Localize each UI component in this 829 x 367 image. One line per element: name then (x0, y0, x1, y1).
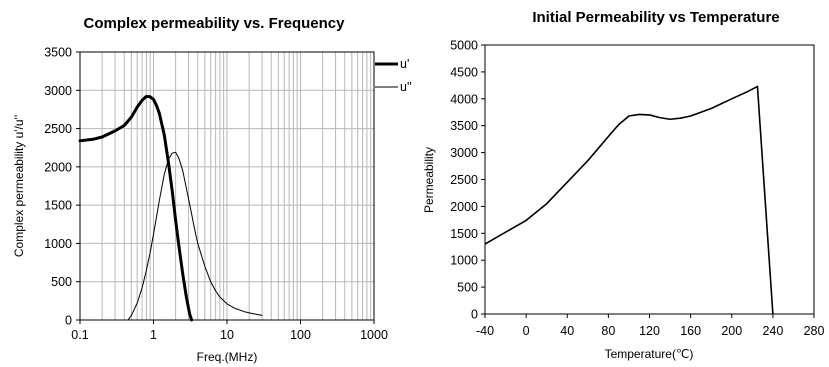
y-tick-label: 3000 (450, 146, 478, 160)
x-tick-label: 200 (721, 324, 742, 338)
x-tick-label: 240 (762, 324, 783, 338)
y-axis-ticks: 0 500 1000 1500 2000 2500 3000 3500 (44, 46, 80, 328)
y-tick-label: 500 (457, 281, 478, 295)
x-tick-label: 40 (560, 324, 574, 338)
x-tick-label: 1 (150, 328, 157, 342)
x-axis-label: Temperature(℃) (605, 347, 694, 361)
legend-label-u-double-prime: u'' (400, 80, 412, 94)
x-tick-label: 10 (220, 328, 234, 342)
x-tick-label: -40 (476, 324, 494, 338)
series-line-u-double-prime (127, 151, 263, 321)
y-tick-label: 2000 (450, 200, 478, 214)
legend-label-u-prime: u' (400, 57, 409, 71)
y-tick-label: 0 (65, 314, 72, 328)
grid (80, 52, 374, 320)
y-tick-label: 0 (471, 308, 478, 322)
y-tick-label: 2500 (44, 122, 72, 136)
y-axis-ticks: 0 500 1000 1500 2000 2500 3000 3500 4000 4500 5000 (450, 39, 485, 322)
y-tick-label: 4000 (450, 92, 478, 106)
chart-title: Initial Permeability vs Temperature (532, 9, 779, 26)
y-tick-label: 1000 (450, 254, 478, 268)
x-axis-ticks: -40 0 40 80 120 160 200 240 280 (476, 314, 825, 338)
y-tick-label: 1000 (44, 237, 72, 251)
x-axis-label: Freq.(MHz) (197, 350, 258, 364)
x-tick-label: 0.1 (71, 328, 88, 342)
x-axis-ticks: 0.1 1 10 100 1000 (71, 320, 388, 342)
x-tick-label: 120 (639, 324, 660, 338)
series-line-permeability (484, 85, 774, 315)
x-tick-label: 1000 (360, 328, 388, 342)
temperature-chart: Initial Permeability vs Temperature 0 500… (422, 9, 824, 361)
x-tick-label: 280 (804, 324, 825, 338)
y-tick-label: 1500 (44, 199, 72, 213)
frequency-chart: Complex permeability vs. Frequency 0 500 1… (12, 15, 412, 364)
x-tick-label: 0 (523, 324, 530, 338)
chart-title: Complex permeability vs. Frequency (84, 15, 346, 32)
y-tick-label: 2500 (450, 173, 478, 187)
y-tick-label: 3500 (44, 46, 72, 60)
y-tick-label: 3000 (44, 84, 72, 98)
legend: u' u'' (375, 57, 412, 94)
y-tick-label: 500 (51, 275, 72, 289)
y-tick-label: 2000 (44, 160, 72, 174)
y-axis-label: Permeability (422, 147, 436, 213)
y-tick-label: 5000 (450, 39, 478, 53)
series-layer (78, 94, 263, 322)
plot-area (484, 44, 815, 315)
x-tick-label: 80 (601, 324, 615, 338)
y-axis-label: Complex permeability u'/u'' (12, 115, 26, 257)
y-tick-label: 3500 (450, 119, 478, 133)
y-tick-label: 4500 (450, 65, 478, 79)
series-layer (484, 85, 774, 315)
y-tick-label: 1500 (450, 227, 478, 241)
x-tick-label: 100 (290, 328, 311, 342)
series-line-u-prime (78, 94, 194, 322)
x-tick-label: 160 (680, 324, 701, 338)
